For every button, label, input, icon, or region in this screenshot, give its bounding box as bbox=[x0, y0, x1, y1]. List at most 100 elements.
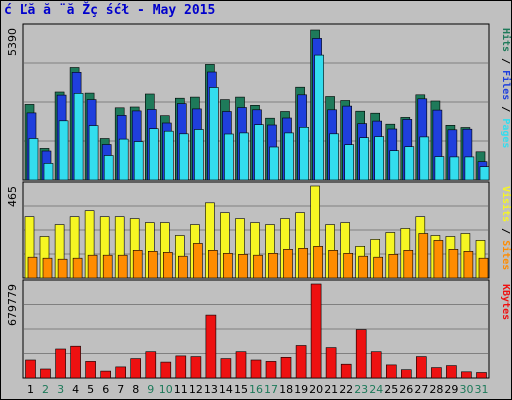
bar-kbytes-day-11 bbox=[175, 355, 187, 379]
bar-sites-day-15 bbox=[238, 254, 248, 279]
bar-kbytes-day-13 bbox=[205, 314, 217, 379]
bar-sites-day-2 bbox=[42, 257, 53, 279]
bar-sites-day-12 bbox=[193, 243, 203, 279]
bar-pages-day-13 bbox=[209, 87, 219, 181]
bar-pages-day-14 bbox=[224, 133, 234, 181]
bar-pages-day-22 bbox=[344, 144, 355, 181]
bar-sites-day-17 bbox=[268, 253, 278, 279]
y-max-label: 465 bbox=[6, 186, 19, 207]
day-label-2: 2 bbox=[42, 383, 49, 396]
bar-kbytes-day-26 bbox=[400, 369, 412, 379]
bar-pages-day-12 bbox=[194, 129, 204, 181]
day-label-10: 10 bbox=[159, 383, 173, 396]
bar-sites-day-29 bbox=[448, 249, 459, 279]
day-label-8: 8 bbox=[132, 383, 139, 396]
day-label-1: 1 bbox=[27, 383, 34, 396]
bar-sites-day-14 bbox=[223, 253, 233, 279]
bar-kbytes-day-10 bbox=[160, 361, 172, 379]
bar-kbytes-day-27 bbox=[415, 356, 427, 379]
legend: Visits / Sites bbox=[500, 186, 512, 270]
bar-kbytes-day-21 bbox=[325, 347, 337, 379]
bar-sites-day-6 bbox=[102, 254, 113, 279]
day-label-9: 9 bbox=[147, 383, 154, 396]
bar-sites-day-21 bbox=[328, 250, 338, 279]
bar-pages-day-3 bbox=[58, 120, 69, 181]
bar-pages-day-11 bbox=[179, 133, 189, 181]
bar-sites-day-10 bbox=[163, 252, 173, 279]
bar-sites-day-24 bbox=[373, 256, 384, 279]
bar-sites-day-18 bbox=[283, 249, 293, 279]
bar-sites-day-4 bbox=[72, 257, 83, 279]
bar-sites-day-5 bbox=[87, 254, 98, 279]
bar-sites-day-30 bbox=[463, 251, 474, 279]
bar-sites-day-3 bbox=[57, 258, 68, 279]
day-label-16: 16 bbox=[249, 383, 263, 396]
day-label-25: 25 bbox=[384, 383, 398, 396]
legend: KBytes bbox=[500, 284, 511, 320]
bar-sites-day-8 bbox=[132, 250, 143, 279]
bar-kbytes-day-29 bbox=[446, 365, 457, 379]
bar-pages-day-29 bbox=[449, 156, 460, 181]
bar-kbytes-day-24 bbox=[370, 351, 382, 379]
day-label-27: 27 bbox=[414, 383, 428, 396]
bar-kbytes-day-4 bbox=[70, 345, 81, 379]
bar-pages-day-1 bbox=[28, 138, 39, 181]
legend: Hits / Files / Pages bbox=[500, 28, 512, 148]
bar-sites-day-23 bbox=[358, 255, 369, 279]
bar-pages-day-5 bbox=[88, 125, 99, 181]
bar-pages-day-18 bbox=[284, 132, 294, 181]
day-label-4: 4 bbox=[72, 383, 79, 396]
bar-pages-day-15 bbox=[239, 132, 249, 181]
day-label-12: 12 bbox=[189, 383, 203, 396]
day-label-5: 5 bbox=[87, 383, 94, 396]
day-label-17: 17 bbox=[264, 383, 278, 396]
bar-pages-day-23 bbox=[359, 137, 370, 181]
bar-kbytes-day-9 bbox=[145, 351, 157, 379]
day-label-20: 20 bbox=[309, 383, 323, 396]
bar-pages-day-8 bbox=[133, 141, 144, 181]
bar-sites-day-19 bbox=[298, 248, 308, 279]
bar-sites-day-31 bbox=[478, 257, 489, 279]
bar-pages-day-24 bbox=[374, 136, 385, 181]
chart-title: ć Ľă ă ¨ă Žç śćł - May 2015 bbox=[4, 3, 216, 18]
bar-pages-day-21 bbox=[329, 133, 339, 181]
bar-kbytes-day-30 bbox=[461, 371, 472, 379]
day-label-26: 26 bbox=[399, 383, 413, 396]
bar-sites-day-9 bbox=[148, 251, 158, 279]
bar-kbytes-day-19 bbox=[295, 345, 307, 379]
legend-item-pages: Pages bbox=[500, 118, 511, 148]
day-label-30: 30 bbox=[460, 383, 474, 396]
bar-pages-day-2 bbox=[43, 163, 54, 181]
bar-kbytes-day-31 bbox=[476, 372, 487, 379]
bar-sites-day-20 bbox=[313, 246, 323, 279]
bar-kbytes-day-20 bbox=[310, 283, 322, 379]
bar-sites-day-27 bbox=[418, 233, 429, 279]
bar-kbytes-day-6 bbox=[100, 370, 111, 379]
day-label-31: 31 bbox=[475, 383, 489, 396]
day-label-23: 23 bbox=[354, 383, 368, 396]
bar-sites-day-25 bbox=[388, 254, 399, 279]
day-label-19: 19 bbox=[294, 383, 308, 396]
day-label-13: 13 bbox=[204, 383, 218, 396]
bar-sites-day-7 bbox=[117, 254, 128, 279]
day-label-29: 29 bbox=[444, 383, 458, 396]
bar-pages-day-6 bbox=[103, 155, 114, 181]
day-label-28: 28 bbox=[429, 383, 443, 396]
bar-pages-day-7 bbox=[118, 138, 129, 181]
bar-sites-day-16 bbox=[253, 254, 263, 279]
bar-sites-day-28 bbox=[433, 240, 444, 279]
bar-pages-day-27 bbox=[419, 136, 430, 181]
bar-kbytes-day-14 bbox=[220, 358, 232, 379]
bar-kbytes-day-17 bbox=[265, 361, 277, 379]
day-label-7: 7 bbox=[117, 383, 124, 396]
bar-kbytes-day-2 bbox=[40, 368, 51, 379]
bar-kbytes-day-18 bbox=[280, 356, 292, 379]
bar-kbytes-day-12 bbox=[190, 356, 202, 379]
bar-pages-day-31 bbox=[479, 166, 490, 181]
y-max-label: 5390 bbox=[6, 28, 19, 56]
bar-kbytes-day-22 bbox=[340, 363, 352, 379]
bar-pages-day-16 bbox=[254, 124, 264, 181]
bar-sites-day-26 bbox=[403, 250, 414, 279]
bar-sites-day-22 bbox=[343, 253, 354, 279]
